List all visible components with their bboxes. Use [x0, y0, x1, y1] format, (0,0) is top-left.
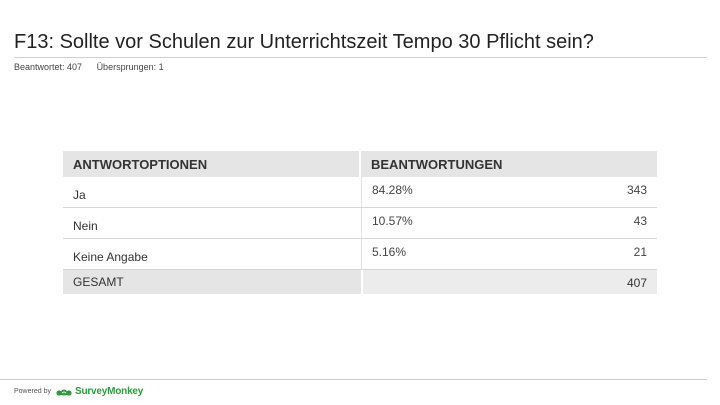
table-row: Keine Angabe 5.16% 21 [63, 239, 657, 270]
header-responses: BEANTWORTUNGEN [361, 151, 657, 177]
footer-divider [0, 379, 707, 380]
header-answer-options: ANTWORTOPTIONEN [63, 151, 359, 177]
row-count: 43 [633, 214, 647, 228]
row-label: Nein [73, 219, 98, 233]
surveymonkey-logo[interactable]: SurveyMonkey [56, 386, 143, 397]
powered-by-label: Powered by [14, 388, 51, 395]
skipped-count: Übersprungen: 1 [96, 62, 164, 72]
row-percent: 84.28% [372, 183, 413, 197]
row-percent: 5.16% [372, 245, 407, 259]
table-header: ANTWORTOPTIONEN BEANTWORTUNGEN [63, 151, 657, 177]
row-label: Ja [73, 188, 86, 202]
total-row: GESAMT 407 [63, 270, 657, 294]
row-percent: 10.57% [372, 214, 413, 228]
row-label: Keine Angabe [73, 250, 148, 264]
total-count: 407 [626, 276, 647, 290]
row-values: 5.16% 21 [361, 239, 657, 269]
row-values: 84.28% 343 [361, 177, 657, 207]
surveymonkey-icon [56, 389, 72, 396]
brand-name: SurveyMonkey [74, 386, 144, 397]
results-table: ANTWORTOPTIONEN BEANTWORTUNGEN Ja 84.28%… [63, 151, 657, 294]
answered-count: Beantwortet: 407 [14, 62, 83, 72]
row-count: 21 [633, 245, 647, 259]
table-row: Nein 10.57% 43 [63, 208, 657, 239]
footer: Powered by SurveyMonkey [14, 386, 143, 397]
title-divider [14, 57, 707, 58]
total-label: GESAMT [73, 275, 124, 289]
total-values: 407 [361, 270, 657, 294]
row-values: 10.57% 43 [361, 208, 657, 238]
row-count: 343 [626, 183, 647, 197]
table-row: Ja 84.28% 343 [63, 177, 657, 208]
question-title: F13: Sollte vor Schulen zur Unterrichtsz… [14, 31, 594, 53]
response-stats: Beantwortet: 407 Übersprungen: 1 [14, 62, 164, 72]
